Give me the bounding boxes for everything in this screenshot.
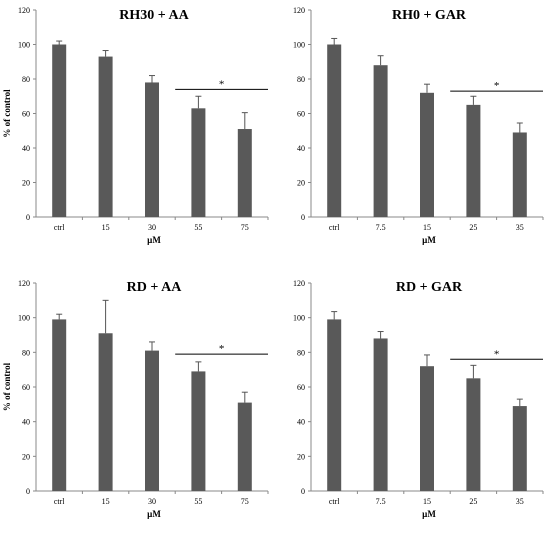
x-tick-label: 15 <box>423 497 431 506</box>
x-axis-label: µM <box>147 509 161 519</box>
y-tick-label: 80 <box>297 75 305 84</box>
bar <box>98 56 113 218</box>
bar <box>373 65 388 217</box>
y-tick-label: 80 <box>22 75 30 84</box>
chart-title: RD + GAR <box>396 280 463 295</box>
bar <box>466 378 481 491</box>
bar <box>512 132 527 217</box>
y-tick-label: 0 <box>26 213 30 222</box>
x-tick-label: 25 <box>469 223 477 232</box>
bar <box>191 371 206 491</box>
y-tick-label: 20 <box>22 452 30 461</box>
bar <box>237 402 252 491</box>
x-tick-label: ctrl <box>54 497 65 506</box>
x-tick-label: ctrl <box>329 223 340 232</box>
chart-panel-rd-aa: 0 20 40 60 80 100 120 ctrl 15 30 55 75 * RD + AA µM % o… <box>0 272 275 536</box>
x-tick-label: 55 <box>194 497 202 506</box>
y-tick-label: 20 <box>297 179 305 188</box>
y-tick-label: 0 <box>26 487 30 496</box>
y-tick-label: 120 <box>18 6 30 15</box>
y-tick-label: 120 <box>18 279 30 288</box>
x-tick-label: 55 <box>194 223 202 232</box>
x-tick-label: ctrl <box>329 497 340 506</box>
y-tick-label: 120 <box>293 279 305 288</box>
bar <box>327 44 342 217</box>
y-tick-label: 40 <box>297 144 305 153</box>
bar <box>373 338 388 491</box>
y-tick-label: 80 <box>297 348 305 357</box>
y-tick-label: 60 <box>22 383 30 392</box>
y-axis-label: % of control <box>2 362 12 411</box>
y-tick-label: 100 <box>18 41 30 50</box>
bar <box>98 333 113 491</box>
chart-panel-rh0-gar: 0 20 40 60 80 100 120 ctrl 7.5 15 25 35 * RH0 + GAR µM <box>275 0 550 264</box>
x-tick-label: 75 <box>241 223 249 232</box>
bar <box>52 44 67 217</box>
x-tick-label: 30 <box>148 497 156 506</box>
y-tick-label: 100 <box>293 41 305 50</box>
y-tick-label: 80 <box>22 348 30 357</box>
x-tick-label: 15 <box>423 223 431 232</box>
y-tick-label: 20 <box>297 452 305 461</box>
x-tick-label: 35 <box>516 497 524 506</box>
x-tick-label: 30 <box>148 223 156 232</box>
x-axis-label: µM <box>422 235 436 245</box>
y-tick-label: 60 <box>22 110 30 119</box>
chart-title: RD + AA <box>127 280 183 295</box>
x-tick-label: 15 <box>102 497 110 506</box>
significance-star: * <box>219 343 225 355</box>
significance-star: * <box>219 78 225 90</box>
bar <box>52 319 67 491</box>
y-tick-label: 100 <box>18 314 30 323</box>
bar <box>512 406 527 491</box>
x-tick-label: 35 <box>516 223 524 232</box>
y-axis-label: % of control <box>2 89 12 138</box>
x-tick-label: 75 <box>241 497 249 506</box>
bar <box>420 92 434 217</box>
y-tick-label: 40 <box>22 418 30 427</box>
chart-svg: 0 20 40 60 80 100 120 ctrl 7.5 15 25 35 * RD + GAR µM <box>293 279 544 519</box>
significance-star: * <box>494 80 500 92</box>
chart-svg: 0 20 40 60 80 100 120 ctrl 15 30 55 75 * RD + AA µM % o… <box>2 279 269 519</box>
x-tick-label: 7.5 <box>376 223 386 232</box>
x-axis-label: µM <box>422 509 436 519</box>
y-tick-label: 100 <box>293 314 305 323</box>
y-tick-label: 0 <box>301 213 305 222</box>
y-tick-label: 60 <box>297 110 305 119</box>
bar <box>237 129 252 217</box>
bar <box>145 82 159 217</box>
chart-panel-rh30-aa: 0 20 40 60 80 100 120 ctrl 15 30 55 75 * RH30 + AA µM%… <box>0 0 275 264</box>
chart-svg: 0 20 40 60 80 100 120 ctrl 7.5 15 25 35 * RH0 + GAR µM <box>293 6 544 245</box>
y-tick-label: 20 <box>22 179 30 188</box>
chart-panel-rd-gar: 0 20 40 60 80 100 120 ctrl 7.5 15 25 35 * RD + GAR µM <box>275 272 550 536</box>
y-tick-label: 60 <box>297 383 305 392</box>
bar <box>327 319 342 491</box>
x-tick-label: 7.5 <box>376 497 386 506</box>
chart-svg: 0 20 40 60 80 100 120 ctrl 15 30 55 75 * RH30 + AA µM%… <box>2 6 269 245</box>
y-tick-label: 120 <box>293 6 305 15</box>
bar <box>420 366 434 491</box>
y-tick-label: 0 <box>301 487 305 496</box>
y-tick-label: 40 <box>22 144 30 153</box>
bar <box>466 104 481 217</box>
x-tick-label: ctrl <box>54 223 65 232</box>
x-axis-label: µM <box>147 235 161 245</box>
x-tick-label: 15 <box>102 223 110 232</box>
x-tick-label: 25 <box>469 497 477 506</box>
y-tick-label: 40 <box>297 418 305 427</box>
chart-title: RH30 + AA <box>119 8 189 23</box>
significance-star: * <box>494 348 500 360</box>
chart-title: RH0 + GAR <box>392 8 467 23</box>
bar <box>145 350 159 491</box>
bar <box>191 108 206 217</box>
